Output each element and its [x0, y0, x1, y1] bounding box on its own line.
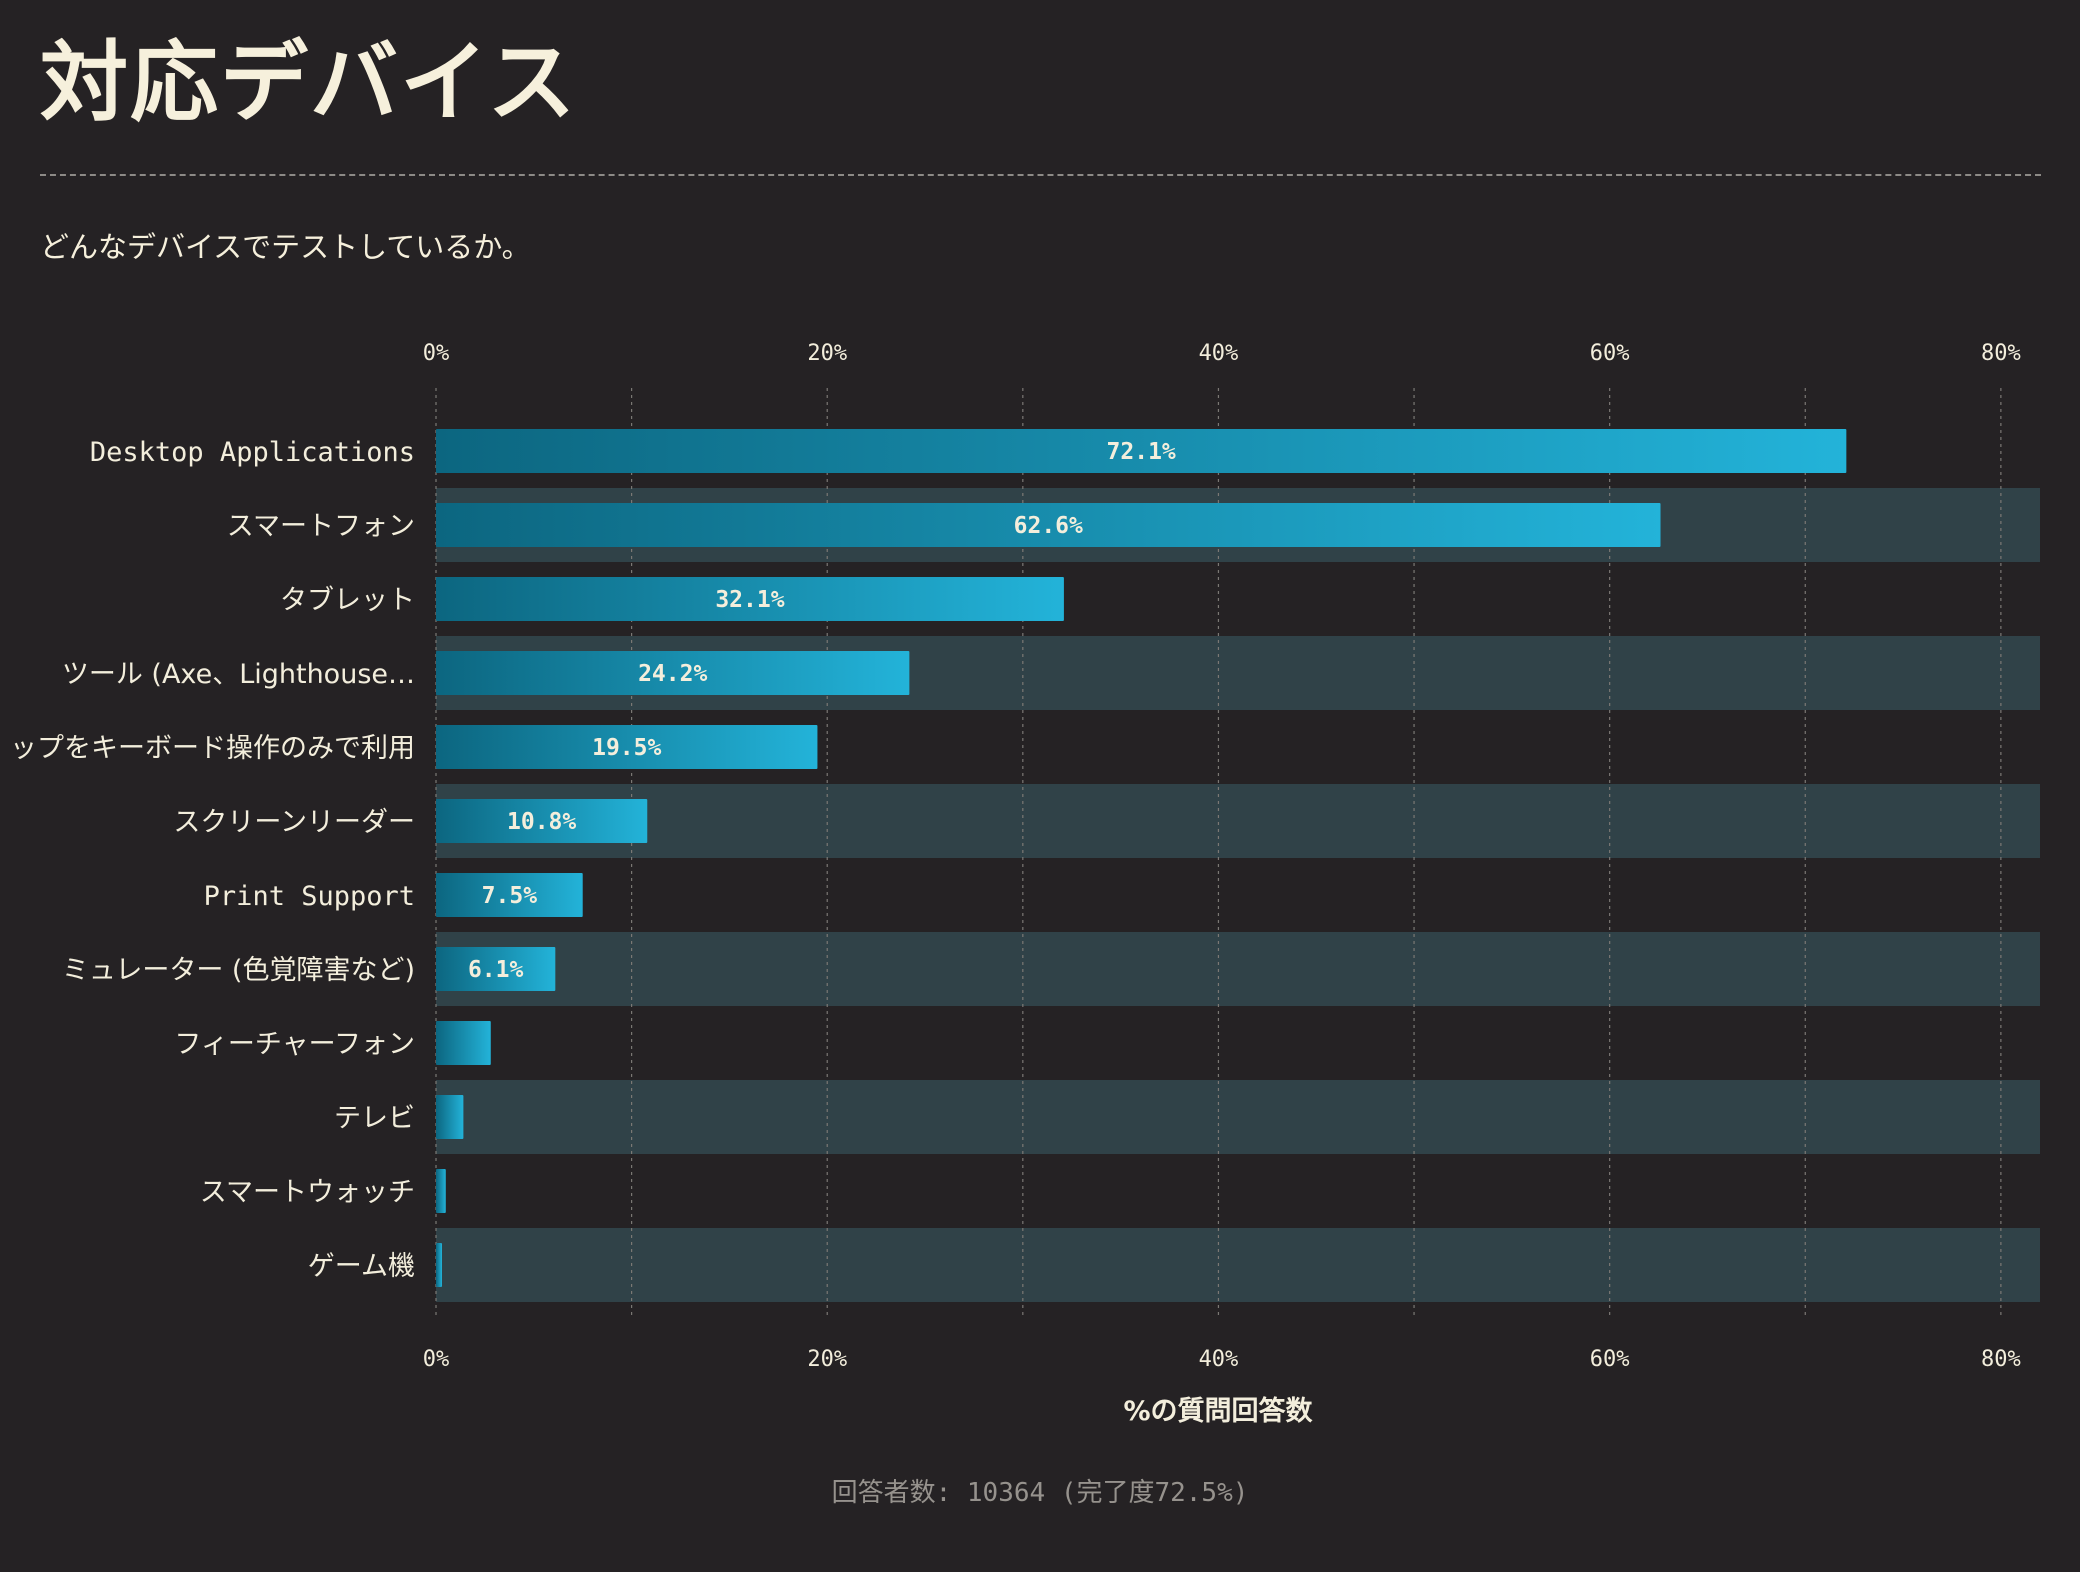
value-label: 6.1%: [468, 957, 524, 983]
tick-label-top: 0%: [423, 341, 450, 366]
bar: [436, 1021, 491, 1065]
x-axis-label: %の質問回答数: [1123, 1395, 1313, 1427]
value-label: 7.5%: [482, 883, 538, 909]
category-label: Desktop Applications: [90, 437, 415, 468]
value-label: 32.1%: [715, 587, 784, 613]
bar: [436, 1169, 446, 1213]
bar: [436, 577, 1064, 621]
bar: [436, 429, 1847, 473]
category-label: ップをキーボード操作のみで利用: [10, 733, 415, 764]
bar: [436, 1243, 442, 1287]
row-bands: [436, 488, 2040, 1302]
row-band: [436, 932, 2040, 1006]
row-band: [436, 784, 2040, 858]
category-label: スマートウォッチ: [200, 1177, 415, 1208]
tick-label-bottom: 0%: [423, 1347, 450, 1372]
value-label: 24.2%: [638, 661, 707, 687]
tick-label-bottom: 20%: [807, 1347, 847, 1372]
axis-ticks: 0% 0% 20% 20% 40% 40% 60% 60% 80% 80%: [423, 341, 2021, 1372]
tick-label-top: 80%: [1981, 341, 2021, 366]
category-label: スマートフォン: [227, 511, 415, 542]
tick-label-bottom: 60%: [1590, 1347, 1630, 1372]
value-label: 62.6%: [1014, 513, 1083, 539]
row-band: [436, 1228, 2040, 1302]
tick-label-bottom: 40%: [1199, 1347, 1239, 1372]
bar: [436, 799, 648, 843]
bar: [436, 947, 556, 991]
bar: [436, 1095, 464, 1139]
value-label: 72.1%: [1107, 439, 1176, 465]
page-title: 対応デバイス: [40, 31, 578, 134]
tick-label-top: 20%: [807, 341, 847, 366]
category-label: ツール (Axe、Lighthouse…: [62, 659, 415, 690]
bar: [436, 503, 1661, 547]
category-label: Print Support: [204, 881, 415, 912]
category-label: フィーチャーフォン: [174, 1029, 415, 1060]
respondent-count: 回答者数: 10364 (完了度72.5%): [831, 1478, 1249, 1508]
row-band: [436, 1080, 2040, 1154]
category-label: スクリーンリーダー: [173, 807, 415, 838]
value-label: 19.5%: [592, 735, 661, 761]
value-labels: 72.1% 62.6% 32.1% 24.2% 19.5% 10.8% 7.5% 6.1%: [468, 439, 1176, 983]
category-label: ミュレーター (色覚障害など): [62, 955, 415, 986]
value-label: 10.8%: [507, 809, 576, 835]
chart-subtitle: どんなデバイスでテストしているか。: [40, 230, 531, 264]
title-divider: [40, 174, 2041, 176]
bar: [436, 873, 583, 917]
tick-label-top: 60%: [1590, 341, 1630, 366]
tick-label-top: 40%: [1199, 341, 1239, 366]
bar: [436, 725, 818, 769]
bars: [436, 429, 1847, 1287]
tick-label-bottom: 80%: [1981, 1347, 2021, 1372]
category-label: タブレット: [280, 585, 415, 616]
category-label: ゲーム機: [308, 1251, 415, 1282]
bar: [436, 651, 910, 695]
category-label: テレビ: [334, 1103, 415, 1134]
